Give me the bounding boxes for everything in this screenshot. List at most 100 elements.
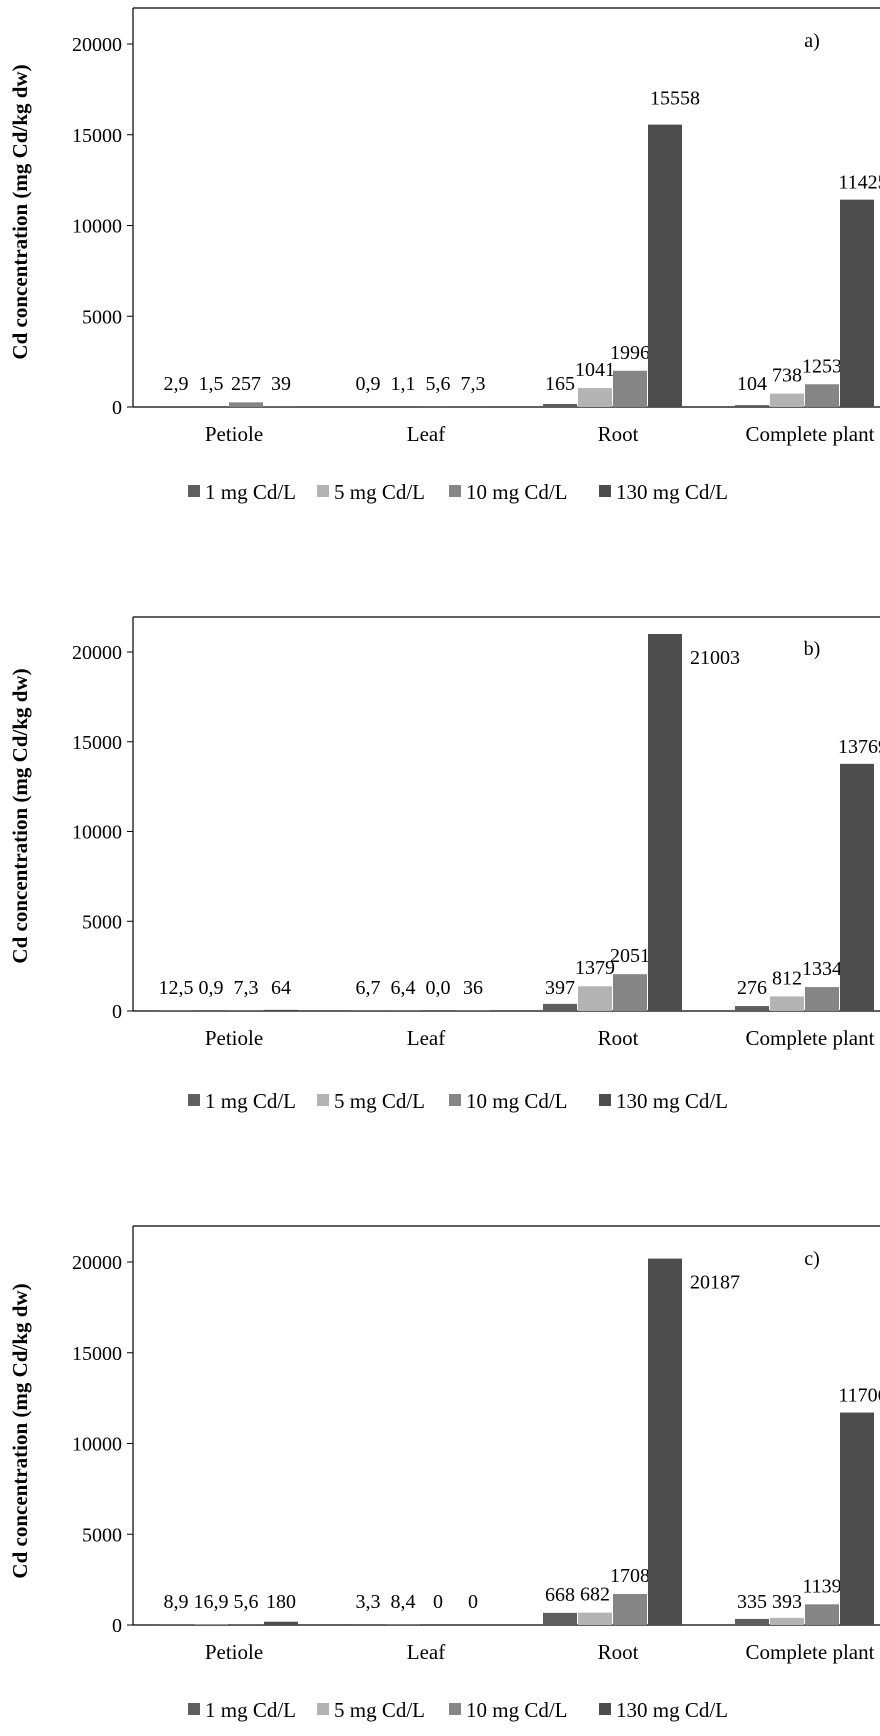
bar	[264, 406, 298, 407]
x-tick-label: Root	[598, 1640, 639, 1664]
data-label: 1708	[610, 1565, 650, 1587]
data-label: 7,3	[234, 977, 259, 999]
y-tick-label: 20000	[72, 34, 122, 56]
data-label: 16,9	[194, 1591, 229, 1613]
data-label: 682	[580, 1584, 610, 1606]
legend-label: 5 mg Cd/L	[334, 1698, 425, 1722]
x-tick-label: Leaf	[407, 1640, 445, 1664]
data-label: 2051	[610, 945, 650, 967]
y-axis-label: Cd concentration (mg Cd/kg dw)	[8, 1283, 32, 1578]
data-label: 36	[463, 977, 483, 999]
data-label: 1379	[575, 957, 615, 979]
x-tick-label: Petiole	[205, 422, 263, 446]
legend-label: 1 mg Cd/L	[205, 480, 296, 504]
bar	[264, 1621, 298, 1625]
bar	[613, 370, 647, 407]
data-label: 6,7	[356, 977, 381, 999]
legend-swatch	[599, 1703, 611, 1715]
legend-swatch	[449, 1094, 461, 1106]
bar	[735, 405, 769, 407]
legend-swatch	[317, 1703, 329, 1715]
y-tick-label: 15000	[72, 1343, 122, 1365]
legend-swatch	[317, 485, 329, 497]
panel-label: b)	[804, 638, 821, 660]
data-label: 0,9	[356, 373, 381, 395]
bar	[578, 986, 612, 1011]
data-label: 7,3	[461, 373, 486, 395]
legend-label: 130 mg Cd/L	[616, 1089, 728, 1113]
data-label: 6,4	[391, 977, 416, 999]
bar	[229, 402, 263, 407]
bar	[805, 987, 839, 1011]
bar	[613, 974, 647, 1011]
bar	[456, 1010, 490, 1011]
y-axis-label: Cd concentration (mg Cd/kg dw)	[8, 64, 32, 359]
bar	[578, 388, 612, 407]
data-label: 1253	[802, 355, 842, 377]
chart-panel-3: 0 5000 10000 15000 20000 Cd concentration (mg…	[8, 1225, 880, 1722]
x-tick-label: Leaf	[407, 422, 445, 446]
data-label: 1,1	[391, 373, 416, 395]
data-label: 20187	[690, 1272, 740, 1294]
bar	[805, 1604, 839, 1625]
bar	[543, 1003, 577, 1011]
data-label: 165	[545, 373, 575, 395]
bar	[543, 404, 577, 407]
legend-label: 10 mg Cd/L	[466, 1089, 568, 1113]
data-label: 668	[545, 1584, 575, 1606]
data-label: 5,6	[234, 1591, 259, 1613]
bar	[648, 633, 682, 1011]
bar	[735, 1618, 769, 1625]
bar	[770, 996, 804, 1011]
y-tick-label: 10000	[72, 216, 122, 238]
data-label: 15558	[650, 88, 700, 110]
y-tick-label: 0	[112, 397, 122, 419]
data-label: 1,5	[199, 373, 224, 395]
bar	[578, 1612, 612, 1625]
legend: 1 mg Cd/L 5 mg Cd/L 10 mg Cd/L 130 mg Cd/L	[188, 480, 728, 504]
data-label: 8,9	[164, 1591, 189, 1613]
bar	[770, 393, 804, 407]
data-label: 3,3	[356, 1591, 381, 1613]
bar	[543, 1612, 577, 1625]
bar	[770, 1617, 804, 1625]
x-tick-label: Petiole	[205, 1640, 263, 1664]
y-tick-label: 10000	[72, 822, 122, 844]
bar	[735, 1006, 769, 1011]
panel-label: c)	[804, 1248, 820, 1270]
x-tick-label: Petiole	[205, 1026, 263, 1050]
bar	[805, 384, 839, 407]
legend-label: 1 mg Cd/L	[205, 1089, 296, 1113]
bar	[613, 1593, 647, 1625]
data-label: 11706	[838, 1385, 880, 1407]
legend-swatch	[188, 1703, 200, 1715]
legend: 1 mg Cd/L 5 mg Cd/L 10 mg Cd/L 130 mg Cd/L	[188, 1698, 728, 1722]
data-label: 1041	[575, 359, 615, 381]
legend-swatch	[449, 485, 461, 497]
legend-label: 130 mg Cd/L	[616, 480, 728, 504]
data-label: 104	[737, 373, 767, 395]
legend-swatch	[188, 1094, 200, 1106]
y-tick-label: 20000	[72, 1252, 122, 1274]
legend-swatch	[449, 1703, 461, 1715]
y-tick-label: 15000	[72, 732, 122, 754]
data-label: 812	[772, 967, 802, 989]
chart-panel-1: 0 5000 10000 15000 20000 Cd concentration (mg…	[8, 7, 880, 504]
legend-label: 5 mg Cd/L	[334, 480, 425, 504]
data-label: 1334	[802, 958, 842, 980]
legend-swatch	[599, 485, 611, 497]
y-tick-label: 15000	[72, 125, 122, 147]
data-label: 11425	[838, 172, 880, 194]
data-label: 0	[433, 1591, 443, 1613]
y-tick-label: 5000	[82, 911, 122, 933]
data-label: 257	[231, 373, 261, 395]
y-tick-label: 10000	[72, 1434, 122, 1456]
x-tick-label: Complete plant	[746, 422, 875, 446]
data-label: 1139	[802, 1575, 841, 1597]
x-tick-label: Complete plant	[746, 1026, 875, 1050]
y-tick-label: 20000	[72, 642, 122, 664]
legend-label: 130 mg Cd/L	[616, 1698, 728, 1722]
legend-label: 10 mg Cd/L	[466, 1698, 568, 1722]
x-tick-label: Complete plant	[746, 1640, 875, 1664]
